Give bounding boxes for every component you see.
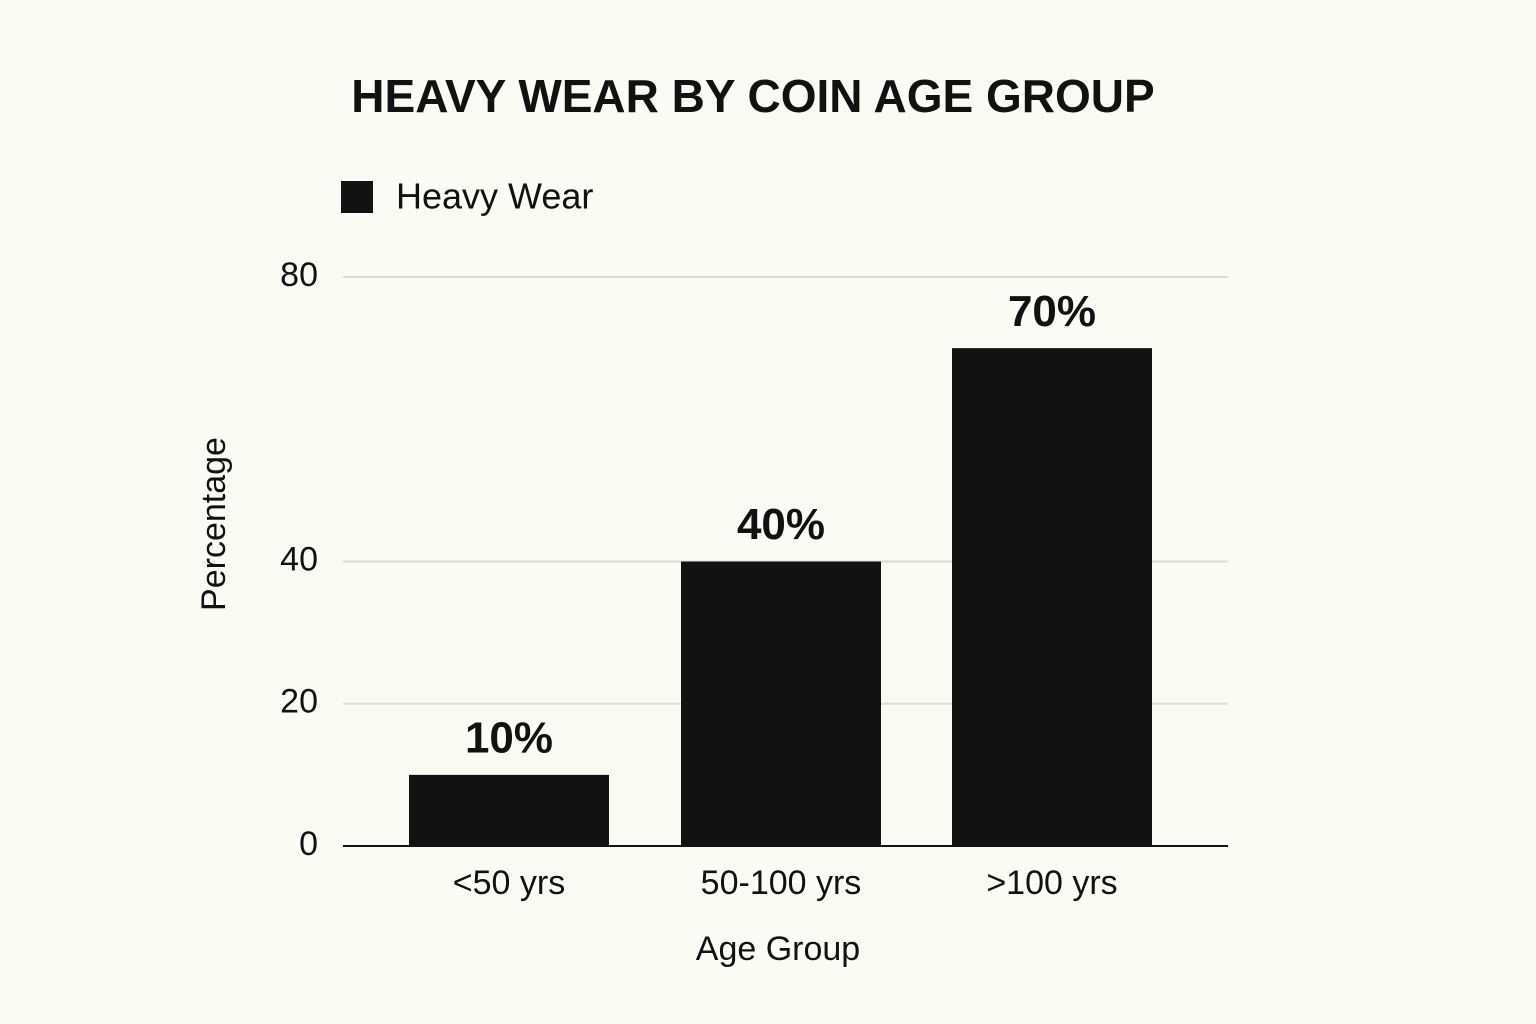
bar xyxy=(952,348,1152,846)
y-tick-label: 40 xyxy=(280,540,318,578)
y-tick-label: 20 xyxy=(280,683,318,721)
y-tick-label: 0 xyxy=(299,825,318,863)
bar xyxy=(681,561,881,846)
value-label: 70% xyxy=(1008,287,1096,336)
chart-title: HEAVY WEAR BY COIN AGE GROUP xyxy=(351,70,1154,122)
x-tick-label: >100 yrs xyxy=(986,864,1117,902)
legend-label: Heavy Wear xyxy=(396,176,593,217)
x-axis-label: Age Group xyxy=(696,930,860,968)
y-tick-label: 80 xyxy=(280,256,318,294)
legend-swatch xyxy=(341,181,373,213)
y-axis-label: Percentage xyxy=(195,437,233,611)
value-label: 40% xyxy=(737,500,825,549)
value-label: 10% xyxy=(465,714,553,763)
x-tick-label: <50 yrs xyxy=(453,864,565,902)
bar xyxy=(409,774,609,846)
x-tick-label: 50-100 yrs xyxy=(701,864,862,902)
